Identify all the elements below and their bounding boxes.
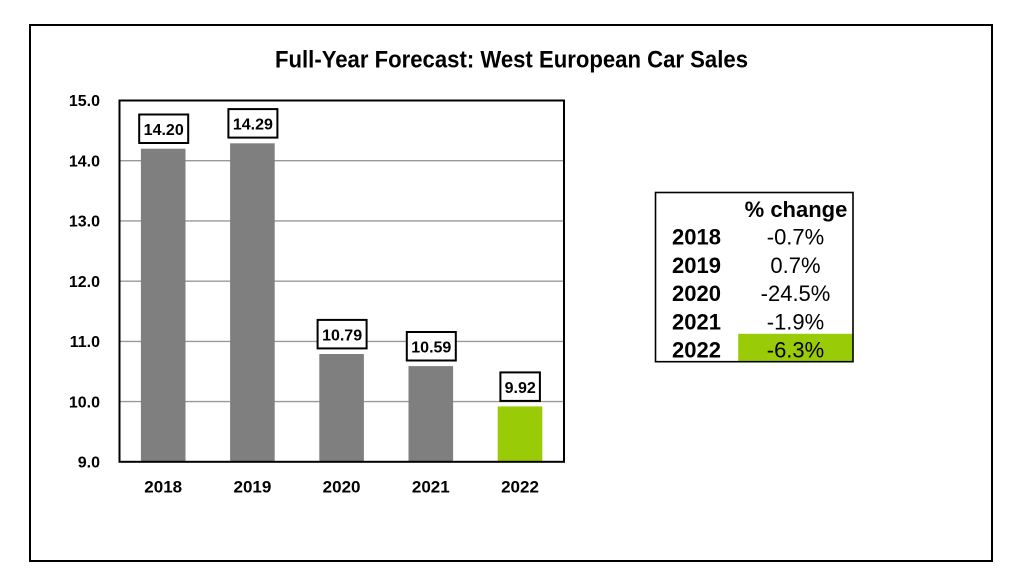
svg-text:11.0: 11.0 [70,334,100,351]
svg-text:12.0: 12.0 [69,274,100,291]
svg-text:2018: 2018 [144,477,182,496]
svg-text:2022: 2022 [672,338,721,363]
svg-text:14.29: 14.29 [233,117,273,134]
svg-text:13.0: 13.0 [69,214,100,231]
svg-text:2021: 2021 [412,477,450,496]
svg-text:-6.3%: -6.3% [767,338,824,363]
svg-text:2019: 2019 [233,477,271,496]
svg-text:10.0: 10.0 [69,394,100,411]
svg-text:2018: 2018 [672,225,721,250]
svg-text:2019: 2019 [672,253,721,278]
svg-text:10.59: 10.59 [411,340,451,357]
svg-text:2022: 2022 [501,477,539,496]
svg-text:14.20: 14.20 [144,122,184,139]
svg-text:14.0: 14.0 [69,153,100,170]
svg-text:9.0: 9.0 [78,455,100,472]
svg-text:0.7%: 0.7% [770,253,820,278]
svg-text:10.79: 10.79 [322,327,362,344]
svg-text:% change: % change [745,197,848,222]
svg-text:2020: 2020 [672,281,721,306]
svg-text:2021: 2021 [672,309,721,334]
svg-text:-1.9%: -1.9% [767,309,824,334]
svg-text:-0.7%: -0.7% [767,225,824,250]
svg-text:2020: 2020 [323,477,361,496]
svg-text:9.92: 9.92 [505,380,536,397]
svg-text:-24.5%: -24.5% [761,281,831,306]
svg-text:15.0: 15.0 [69,93,100,110]
svg-text:Full-Year Forecast: West Europ: Full-Year Forecast: West European Car Sa… [275,47,748,74]
